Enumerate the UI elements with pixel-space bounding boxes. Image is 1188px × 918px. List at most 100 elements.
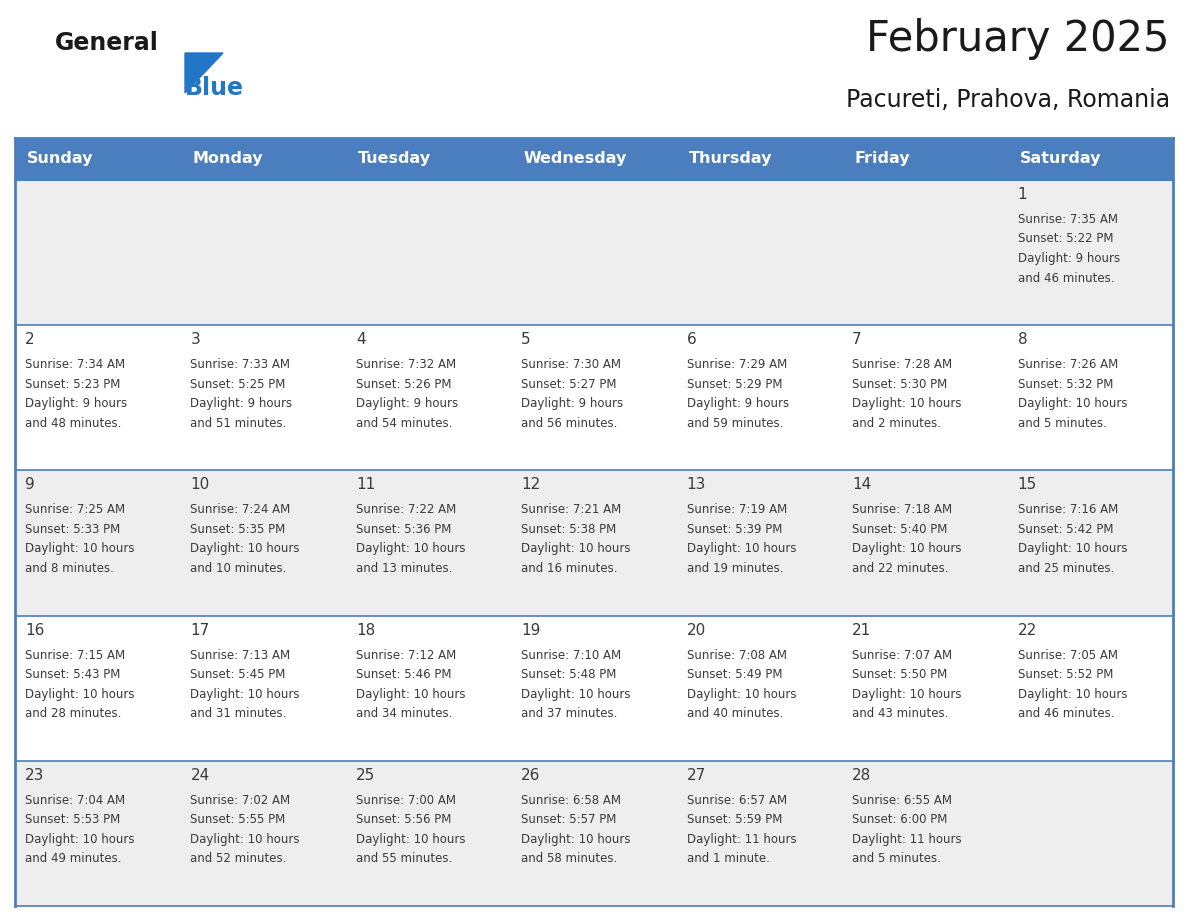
Text: Sunset: 5:56 PM: Sunset: 5:56 PM [356,813,451,826]
Bar [346,470,511,616]
Text: Sunset: 5:53 PM: Sunset: 5:53 PM [25,813,120,826]
Text: Sunset: 5:49 PM: Sunset: 5:49 PM [687,668,782,681]
Text: Sunset: 5:39 PM: Sunset: 5:39 PM [687,523,782,536]
Polygon shape [185,53,223,93]
Text: Sunday: Sunday [27,151,94,166]
Bar [677,616,842,761]
Text: and 52 minutes.: and 52 minutes. [190,852,286,866]
Text: Sunrise: 7:16 AM: Sunrise: 7:16 AM [1018,503,1118,517]
Bar [15,761,181,906]
Text: Sunset: 5:42 PM: Sunset: 5:42 PM [1018,523,1113,536]
Text: Sunrise: 7:30 AM: Sunrise: 7:30 AM [522,358,621,371]
Text: Sunrise: 7:28 AM: Sunrise: 7:28 AM [852,358,953,371]
Bar [15,325,181,470]
Text: Sunrise: 7:00 AM: Sunrise: 7:00 AM [356,794,456,807]
Text: Daylight: 10 hours: Daylight: 10 hours [687,688,796,700]
Text: and 58 minutes.: and 58 minutes. [522,852,618,866]
Text: Daylight: 10 hours: Daylight: 10 hours [852,397,961,410]
Bar [511,138,677,180]
Text: Daylight: 10 hours: Daylight: 10 hours [522,833,631,845]
Text: Sunrise: 7:33 AM: Sunrise: 7:33 AM [190,358,290,371]
Text: Sunset: 5:52 PM: Sunset: 5:52 PM [1018,668,1113,681]
Text: and 55 minutes.: and 55 minutes. [356,852,453,866]
Text: Daylight: 10 hours: Daylight: 10 hours [25,543,134,555]
Text: Sunrise: 7:05 AM: Sunrise: 7:05 AM [1018,649,1118,662]
Text: Saturday: Saturday [1019,151,1101,166]
Text: Daylight: 9 hours: Daylight: 9 hours [356,397,459,410]
Bar [181,180,346,325]
Text: Daylight: 10 hours: Daylight: 10 hours [852,543,961,555]
Bar [842,761,1007,906]
Text: 7: 7 [852,332,861,347]
Text: Daylight: 10 hours: Daylight: 10 hours [190,688,299,700]
Text: Daylight: 10 hours: Daylight: 10 hours [522,688,631,700]
Text: and 10 minutes.: and 10 minutes. [190,562,286,575]
Text: and 34 minutes.: and 34 minutes. [356,707,453,720]
Text: Sunset: 5:57 PM: Sunset: 5:57 PM [522,813,617,826]
Text: Sunrise: 7:22 AM: Sunrise: 7:22 AM [356,503,456,517]
Text: Daylight: 10 hours: Daylight: 10 hours [25,833,134,845]
Text: Daylight: 10 hours: Daylight: 10 hours [190,833,299,845]
Text: 6: 6 [687,332,696,347]
Text: Sunrise: 6:57 AM: Sunrise: 6:57 AM [687,794,786,807]
Text: 2: 2 [25,332,34,347]
Text: 11: 11 [356,477,375,492]
Text: and 8 minutes.: and 8 minutes. [25,562,114,575]
Text: Sunrise: 7:04 AM: Sunrise: 7:04 AM [25,794,125,807]
Text: Daylight: 9 hours: Daylight: 9 hours [522,397,624,410]
Bar [842,138,1007,180]
Text: 21: 21 [852,622,871,638]
Text: Sunset: 5:40 PM: Sunset: 5:40 PM [852,523,948,536]
Bar [15,470,181,616]
Text: Daylight: 10 hours: Daylight: 10 hours [522,543,631,555]
Text: and 16 minutes.: and 16 minutes. [522,562,618,575]
Text: Sunset: 5:30 PM: Sunset: 5:30 PM [852,377,947,391]
Text: Tuesday: Tuesday [358,151,431,166]
Bar [181,761,346,906]
Text: Sunrise: 7:25 AM: Sunrise: 7:25 AM [25,503,125,517]
Text: Sunset: 5:55 PM: Sunset: 5:55 PM [190,813,285,826]
Text: Sunrise: 7:15 AM: Sunrise: 7:15 AM [25,649,125,662]
Bar [1007,138,1173,180]
Text: Sunrise: 7:21 AM: Sunrise: 7:21 AM [522,503,621,517]
Text: 4: 4 [356,332,366,347]
Text: 20: 20 [687,622,706,638]
Text: 17: 17 [190,622,209,638]
Bar [346,325,511,470]
Text: Daylight: 9 hours: Daylight: 9 hours [1018,252,1120,265]
Text: Sunrise: 7:07 AM: Sunrise: 7:07 AM [852,649,953,662]
Text: Daylight: 10 hours: Daylight: 10 hours [25,688,134,700]
Text: and 13 minutes.: and 13 minutes. [356,562,453,575]
Text: and 5 minutes.: and 5 minutes. [1018,417,1106,430]
Text: Sunrise: 7:13 AM: Sunrise: 7:13 AM [190,649,291,662]
Text: Daylight: 10 hours: Daylight: 10 hours [190,543,299,555]
Text: Sunset: 5:45 PM: Sunset: 5:45 PM [190,668,286,681]
Text: 19: 19 [522,622,541,638]
Text: Sunrise: 7:19 AM: Sunrise: 7:19 AM [687,503,786,517]
Bar [677,470,842,616]
Text: Sunrise: 7:18 AM: Sunrise: 7:18 AM [852,503,953,517]
Text: Sunrise: 7:29 AM: Sunrise: 7:29 AM [687,358,786,371]
Bar [346,138,511,180]
Text: 16: 16 [25,622,44,638]
Bar [511,180,677,325]
Text: Daylight: 10 hours: Daylight: 10 hours [356,543,466,555]
Text: Sunrise: 7:10 AM: Sunrise: 7:10 AM [522,649,621,662]
Text: Daylight: 11 hours: Daylight: 11 hours [687,833,796,845]
Text: Sunset: 5:25 PM: Sunset: 5:25 PM [190,377,286,391]
Text: February 2025: February 2025 [866,18,1170,60]
Text: Sunset: 5:46 PM: Sunset: 5:46 PM [356,668,451,681]
Bar [842,325,1007,470]
Bar [15,138,181,180]
Text: and 48 minutes.: and 48 minutes. [25,417,121,430]
Text: Daylight: 10 hours: Daylight: 10 hours [1018,543,1127,555]
Text: Wednesday: Wednesday [523,151,626,166]
Text: and 1 minute.: and 1 minute. [687,852,770,866]
Bar [1007,616,1173,761]
Text: Sunrise: 7:02 AM: Sunrise: 7:02 AM [190,794,291,807]
Text: Sunrise: 7:35 AM: Sunrise: 7:35 AM [1018,213,1118,226]
Text: Sunset: 5:59 PM: Sunset: 5:59 PM [687,813,782,826]
Text: Sunset: 5:27 PM: Sunset: 5:27 PM [522,377,617,391]
Bar [1007,761,1173,906]
Text: and 5 minutes.: and 5 minutes. [852,852,941,866]
